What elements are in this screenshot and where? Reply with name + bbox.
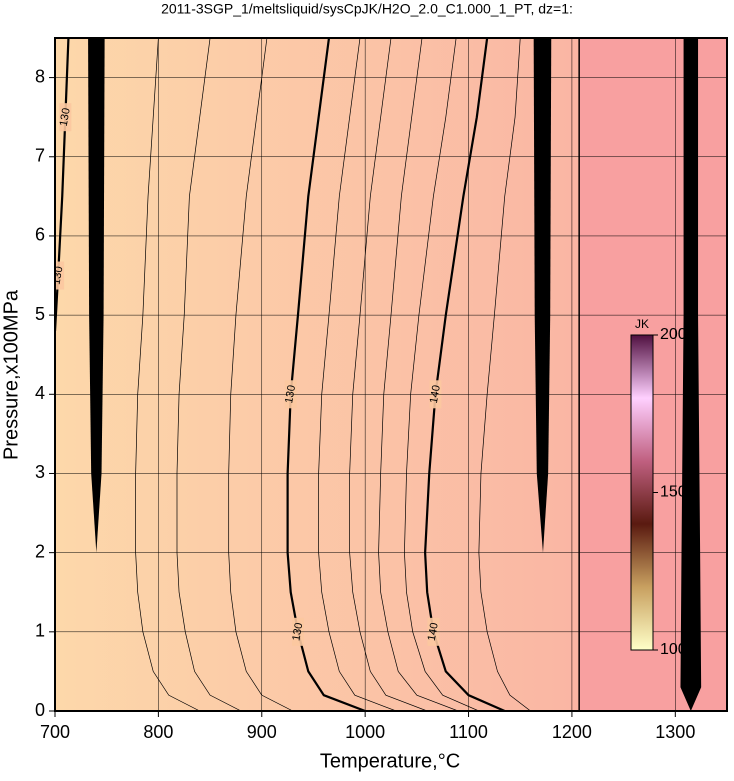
contour-label: 130	[51, 265, 66, 285]
dense-contours	[88, 38, 105, 553]
y-axis-label: Pressure,x100MPa	[0, 289, 22, 460]
x-tick-label: 800	[143, 722, 173, 742]
x-tick-label: 1200	[552, 722, 592, 742]
contour-line	[176, 38, 242, 711]
x-tick-label: 1000	[345, 722, 385, 742]
contour-label-bg	[55, 261, 65, 290]
y-tick-label: 2	[35, 541, 45, 561]
dense-contours	[533, 38, 552, 553]
contour-line	[286, 38, 366, 711]
colorbar-tick-label: 100	[660, 641, 687, 658]
overlay: 700 800 900 1000 1100 1200 1300 0 1 2 3 4 5 6 7 8 JK 100 1…	[35, 37, 728, 742]
contour-line	[424, 38, 506, 711]
y-tick-label: 4	[35, 383, 45, 403]
x-tick-label: 1100	[449, 722, 488, 742]
contour-line	[228, 38, 293, 711]
x-tick-label: 1300	[655, 722, 695, 742]
contour-label-bg	[59, 103, 72, 132]
y-tick-label: 3	[35, 462, 45, 482]
contour-line	[478, 38, 531, 711]
chart-title: 2011-3SGP_1/meltsliquid/sysCpJK/H2O_2.0_…	[161, 1, 573, 17]
y-tick-label: 6	[35, 225, 45, 245]
contour-line	[135, 38, 200, 711]
y-tick-label: 8	[35, 66, 45, 86]
contour-line	[378, 38, 459, 711]
dense-contours	[680, 38, 702, 711]
contour-label: 130	[58, 107, 73, 127]
contour-line	[55, 38, 70, 332]
colorbar-tick-label: 150	[660, 484, 687, 501]
y-tick-label: 7	[35, 146, 45, 166]
contour-line	[404, 38, 480, 711]
colorbar-tick-label: 200	[660, 326, 687, 343]
y-tick-label: 0	[35, 700, 45, 720]
contour-line	[349, 38, 428, 711]
y-tick-label: 1	[35, 621, 45, 641]
contour-line	[318, 38, 397, 711]
x-tick-label: 900	[247, 722, 277, 742]
x-tick-label: 700	[40, 722, 70, 742]
plot-frame	[54, 37, 728, 712]
colorbar	[630, 334, 654, 651]
x-axis-label: Temperature,°C	[320, 750, 460, 772]
colorbar-label: JK	[635, 317, 649, 331]
y-tick-label: 5	[35, 304, 45, 324]
